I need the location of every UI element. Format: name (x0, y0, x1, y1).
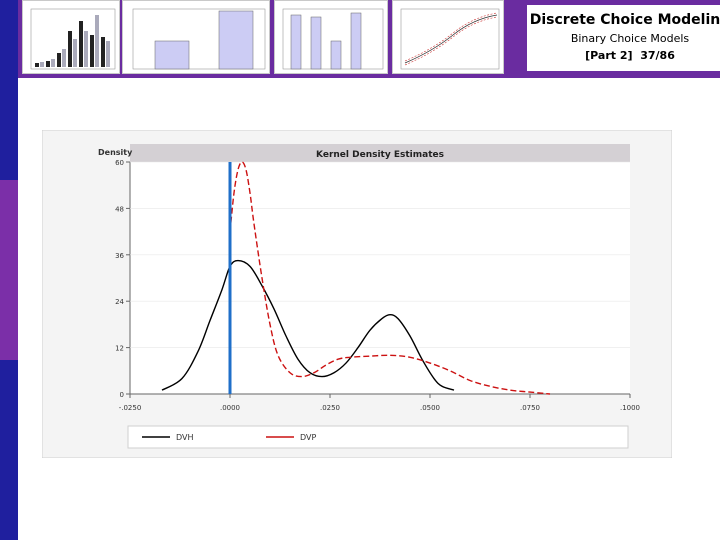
thumbnail-line-chart-graphic (400, 8, 500, 70)
thumbnail-bar-chart-1-graphic (30, 8, 116, 70)
x-tick-label: .0750 (520, 404, 540, 412)
y-tick-label: 48 (115, 205, 124, 213)
axes: 0 12 24 36 48 60 -.0250 .0000 .0250 .0500 .0750 .10… (115, 159, 640, 412)
chart-title-band (130, 144, 630, 162)
y-tick-label: 0 (120, 391, 124, 399)
slide-number: 37/86 (640, 49, 675, 62)
x-tick-label: .0500 (420, 404, 440, 412)
series-layer (161, 161, 551, 395)
kernel-density-chart: Kernel Density Estimates Density 0 12 24 36… (42, 130, 672, 458)
x-tick-label: -.0250 (119, 404, 142, 412)
chart-title: Kernel Density Estimates (316, 150, 444, 160)
x-tick-label: .1000 (620, 404, 640, 412)
plot-area (130, 162, 630, 394)
lecture-subtitle: Binary Choice Models (570, 32, 690, 45)
x-tick-label: .0000 (220, 404, 240, 412)
slide-title-box: Discrete Choice Modeling Binary Choice M… (524, 2, 720, 74)
thumbnail-bar-chart-3-graphic (282, 8, 384, 70)
y-axis-label: Density (98, 148, 133, 157)
left-sidebar (0, 0, 18, 540)
part-label: [Part 2] (585, 49, 633, 62)
series-line-dvh (161, 259, 455, 391)
slide-indicator: [Part 2] 37/86 (527, 49, 720, 62)
thumbnail-bar-chart-2 (122, 0, 270, 74)
thumbnail-line-chart (392, 0, 504, 74)
y-tick-label: 60 (115, 159, 124, 167)
y-tick-label: 12 (115, 345, 124, 353)
y-tick-label: 24 (115, 298, 124, 306)
thumbnail-bar-chart-1 (22, 0, 120, 74)
x-tick-label: .0250 (320, 404, 340, 412)
legend-label-dvp: DVP (300, 433, 316, 442)
header-bar: Discrete Choice Modeling Binary Choice M… (18, 0, 720, 78)
legend-box (127, 425, 629, 449)
thumbnail-bar-chart-3 (274, 0, 388, 74)
legend-label-dvh: DVH (176, 433, 194, 442)
series-line-dvp (229, 161, 551, 395)
thumbnail-bar-chart-2-graphic (132, 8, 266, 70)
sidebar-block-top (0, 0, 18, 180)
course-title: Discrete Choice Modeling (529, 12, 720, 28)
sidebar-block-bottom (0, 360, 18, 540)
y-tick-label: 36 (115, 252, 124, 260)
sidebar-block-middle (0, 180, 18, 360)
